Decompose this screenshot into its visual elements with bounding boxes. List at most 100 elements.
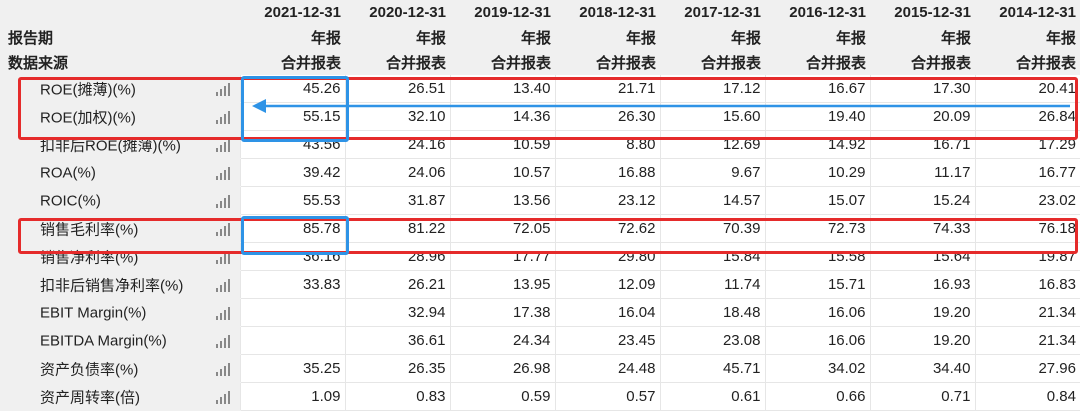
date-header[interactable]: 2018-12-31 <box>555 0 660 25</box>
bar-chart-icon[interactable] <box>216 279 230 292</box>
value-cell: 33.83 <box>239 270 345 299</box>
value-cell: 43.56 <box>239 130 345 159</box>
bar-chart-icon[interactable] <box>216 139 230 152</box>
bar-chart-icon[interactable] <box>216 223 230 236</box>
value-cell: 70.39 <box>659 214 765 243</box>
report-type-cell: 年报 <box>660 25 765 50</box>
value-cell: 0.57 <box>554 382 660 411</box>
row-label-cell: 扣非后销售净利率(%) <box>0 270 240 299</box>
value-cell: 17.30 <box>869 75 975 103</box>
header-dates-row: 2021-12-31 2020-12-31 2019-12-31 2018-12-31… <box>0 0 1080 25</box>
date-header[interactable]: 2019-12-31 <box>450 0 555 25</box>
value-cell: 16.04 <box>554 298 660 327</box>
row-label: ROA(%) <box>40 164 96 181</box>
value-cell: 29.80 <box>554 242 660 271</box>
value-cell: 24.34 <box>449 326 555 355</box>
date-header[interactable]: 2014-12-31 <box>975 0 1080 25</box>
source-cell: 合并报表 <box>555 50 660 75</box>
source-cell: 合并报表 <box>765 50 870 75</box>
value-cell: 11.74 <box>659 270 765 299</box>
bar-chart-icon[interactable] <box>216 391 230 404</box>
table-row: ROE(摊薄)(%) 45.26 26.51 13.40 21.71 17.12 16.67… <box>0 75 1080 103</box>
date-header[interactable]: 2015-12-31 <box>870 0 975 25</box>
source-cell: 合并报表 <box>870 50 975 75</box>
value-cell: 16.83 <box>974 270 1080 299</box>
bar-chart-icon[interactable] <box>216 167 230 180</box>
bar-chart-icon[interactable] <box>216 195 230 208</box>
report-type-cell: 年报 <box>555 25 660 50</box>
value-cell: 11.17 <box>869 158 975 187</box>
report-type-cell: 年报 <box>870 25 975 50</box>
value-cell: 16.93 <box>869 270 975 299</box>
table-row: ROE(加权)(%) 55.15 32.10 14.36 26.30 15.60 19.40… <box>0 102 1080 131</box>
table-row: 销售毛利率(%) 85.78 81.22 72.05 72.62 70.39 72.73 74… <box>0 214 1080 243</box>
value-cell: 15.24 <box>869 186 975 215</box>
value-cell: 0.83 <box>344 382 450 411</box>
table-row: 扣非后销售净利率(%) 33.83 26.21 13.95 12.09 11.74 15.7… <box>0 270 1080 299</box>
value-cell: 35.25 <box>239 354 345 383</box>
value-cell: 16.67 <box>764 75 870 103</box>
bar-chart-icon[interactable] <box>216 111 230 124</box>
value-cell: 15.07 <box>764 186 870 215</box>
value-cell: 1.09 <box>239 382 345 411</box>
value-cell: 16.06 <box>764 298 870 327</box>
row-label: EBITDA Margin(%) <box>40 332 167 349</box>
bar-chart-icon[interactable] <box>216 83 230 96</box>
row-label: 扣非后销售净利率(%) <box>40 277 184 294</box>
report-type-cell: 年报 <box>240 25 345 50</box>
value-cell: 26.30 <box>554 102 660 131</box>
row-label-cell: 扣非后ROE(摊薄)(%) <box>0 130 240 159</box>
value-cell: 12.69 <box>659 130 765 159</box>
value-cell: 17.12 <box>659 75 765 103</box>
row-label: EBIT Margin(%) <box>40 304 147 321</box>
date-header[interactable]: 2016-12-31 <box>765 0 870 25</box>
header-corner <box>0 0 240 25</box>
bar-chart-icon[interactable] <box>216 363 230 376</box>
value-cell: 32.10 <box>344 102 450 131</box>
value-cell: 16.06 <box>764 326 870 355</box>
value-cell: 10.59 <box>449 130 555 159</box>
value-cell: 14.36 <box>449 102 555 131</box>
value-cell: 21.71 <box>554 75 660 103</box>
bar-chart-icon[interactable] <box>216 307 230 320</box>
row-label: ROE(摊薄)(%) <box>40 81 136 98</box>
bar-chart-icon[interactable] <box>216 251 230 264</box>
value-cell <box>239 326 345 355</box>
value-cell: 32.94 <box>344 298 450 327</box>
value-cell: 26.35 <box>344 354 450 383</box>
value-cell: 16.77 <box>974 158 1080 187</box>
value-cell: 19.20 <box>869 298 975 327</box>
value-cell: 13.40 <box>449 75 555 103</box>
value-cell: 19.20 <box>869 326 975 355</box>
value-cell: 23.12 <box>554 186 660 215</box>
date-header[interactable]: 2021-12-31 <box>240 0 345 25</box>
value-cell: 12.09 <box>554 270 660 299</box>
value-cell: 20.09 <box>869 102 975 131</box>
row-label-cell: ROA(%) <box>0 158 240 187</box>
value-cell: 16.88 <box>554 158 660 187</box>
value-cell: 23.02 <box>974 186 1080 215</box>
data-source-label: 数据来源 <box>0 50 240 75</box>
value-cell: 36.61 <box>344 326 450 355</box>
value-cell: 0.84 <box>974 382 1080 411</box>
value-cell: 76.18 <box>974 214 1080 243</box>
row-label-cell: 销售毛利率(%) <box>0 214 240 243</box>
date-header[interactable]: 2020-12-31 <box>345 0 450 25</box>
bar-chart-icon[interactable] <box>216 335 230 348</box>
table-row: ROA(%) 39.42 24.06 10.57 16.88 9.67 10.29 11.17… <box>0 158 1080 187</box>
row-label-cell: ROE(摊薄)(%) <box>0 75 240 103</box>
table-row: EBIT Margin(%) 32.94 17.38 16.04 18.48 16.06 1… <box>0 298 1080 327</box>
report-type-cell: 年报 <box>345 25 450 50</box>
value-cell: 26.51 <box>344 75 450 103</box>
report-period-label: 报告期 <box>0 25 240 50</box>
date-header[interactable]: 2017-12-31 <box>660 0 765 25</box>
row-label: ROE(加权)(%) <box>40 109 136 126</box>
row-label: 销售净利率(%) <box>40 249 139 266</box>
table-row: ROIC(%) 55.53 31.87 13.56 23.12 14.57 15.07 15.… <box>0 186 1080 215</box>
row-label: ROIC(%) <box>40 192 101 209</box>
row-label-cell: 资产周转率(倍) <box>0 382 240 411</box>
source-cell: 合并报表 <box>660 50 765 75</box>
value-cell: 14.57 <box>659 186 765 215</box>
value-cell: 26.98 <box>449 354 555 383</box>
